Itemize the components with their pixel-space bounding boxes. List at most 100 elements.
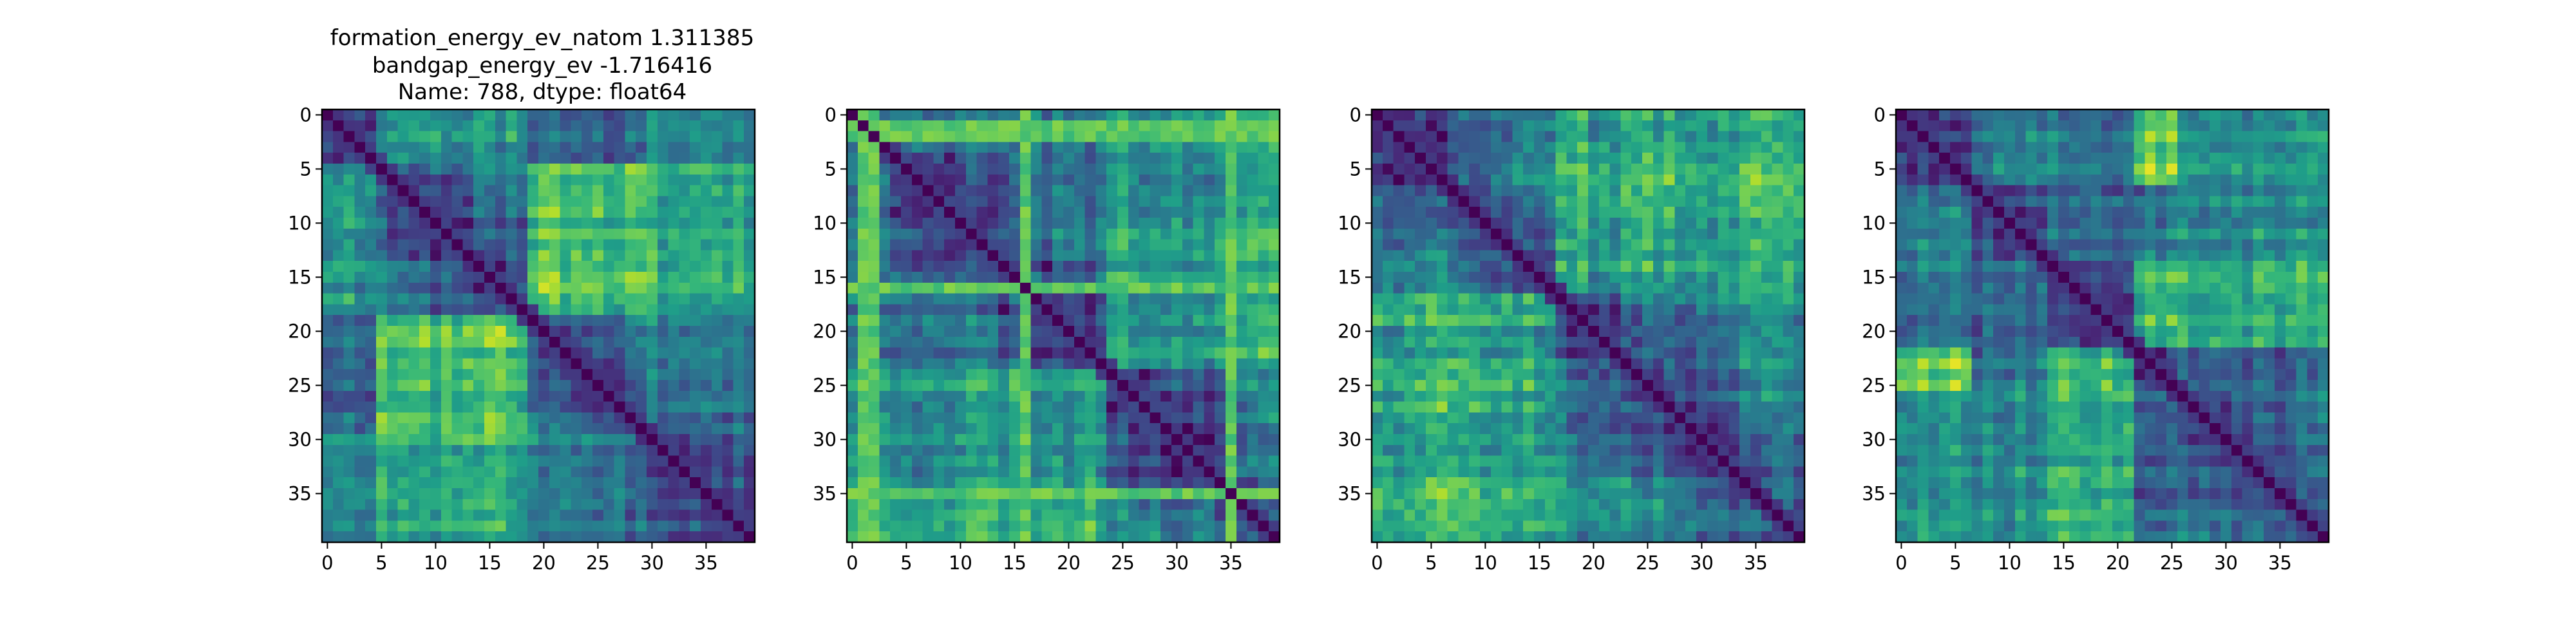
heatmap-cell <box>549 466 561 478</box>
heatmap-cell <box>998 120 1010 132</box>
heatmap-cell <box>1415 390 1426 402</box>
heatmap-cell <box>1739 412 1751 424</box>
heatmap-cell <box>944 390 956 402</box>
heatmap-cell <box>332 207 345 218</box>
heatmap-cell <box>987 239 999 251</box>
heatmap-cell <box>998 228 1010 240</box>
heatmap-cell <box>582 250 593 261</box>
heatmap-cell <box>1019 304 1032 316</box>
heatmap-cell <box>365 412 377 424</box>
heatmap-cell <box>506 455 517 467</box>
heatmap-cell <box>1718 315 1729 327</box>
heatmap-cell <box>679 109 690 121</box>
heatmap-cell <box>733 358 744 370</box>
heatmap-cell <box>879 153 891 164</box>
heatmap-cell <box>1631 109 1643 121</box>
heatmap-cell <box>1642 207 1654 218</box>
heatmap-cell <box>1544 434 1557 446</box>
heatmap-cell <box>462 174 474 186</box>
heatmap-cell <box>1030 239 1042 251</box>
heatmap-cell <box>657 282 669 294</box>
heatmap-cell <box>1490 509 1502 521</box>
heatmap-cell <box>1404 207 1416 218</box>
heatmap-cell <box>1642 531 1654 543</box>
heatmap-cell <box>1631 531 1643 543</box>
heatmap-cell <box>430 153 442 164</box>
heatmap-cell <box>1512 315 1524 327</box>
heatmap-cell <box>1447 164 1459 175</box>
heatmap-cell <box>506 434 517 446</box>
heatmap-cell <box>668 358 679 370</box>
heatmap-cell <box>690 185 701 196</box>
heatmap-cell <box>1226 455 1237 467</box>
heatmap-cell <box>668 109 679 121</box>
heatmap-cell <box>679 347 690 359</box>
heatmap-cell <box>1598 455 1611 467</box>
heatmap-cell <box>679 358 690 370</box>
heatmap-cell <box>1555 120 1567 132</box>
heatmap-cell <box>1436 423 1448 435</box>
heatmap-cell <box>582 488 593 500</box>
heatmap-cell <box>1171 412 1183 424</box>
heatmap-cell <box>386 304 399 316</box>
heatmap-cell <box>1447 336 1459 348</box>
heatmap-cell <box>890 250 902 261</box>
heatmap-cell <box>944 131 956 142</box>
heatmap-cell <box>1794 466 1805 478</box>
heatmap-cell <box>1718 196 1729 207</box>
heatmap-cell <box>1663 282 1675 294</box>
heatmap-cell <box>1382 520 1394 532</box>
heatmap-cell <box>1139 347 1150 359</box>
heatmap-cell <box>1501 531 1513 543</box>
heatmap-cell <box>582 153 593 164</box>
heatmap-cell <box>462 315 474 327</box>
heatmap-cell <box>901 412 913 424</box>
heatmap-cell <box>1761 390 1773 402</box>
heatmap-cell <box>1718 380 1729 392</box>
heatmap-cell <box>1609 282 1621 294</box>
heatmap-cell <box>879 455 891 467</box>
heatmap-cell <box>1577 326 1589 337</box>
heatmap-cell <box>690 444 701 457</box>
heatmap-cell <box>582 347 593 359</box>
heatmap-cell <box>1182 196 1194 207</box>
heatmap-cell <box>1609 153 1621 164</box>
heatmap-cell <box>1236 498 1248 511</box>
heatmap-cell <box>701 347 712 359</box>
heatmap-cell <box>1620 466 1632 478</box>
heatmap-cell <box>1415 153 1426 164</box>
heatmap-cell <box>1642 412 1654 424</box>
heatmap-cell <box>1128 218 1140 229</box>
heatmap-cell <box>1490 164 1502 175</box>
heatmap-cell <box>322 390 334 402</box>
heatmap-cell <box>1258 315 1269 327</box>
heatmap-cell <box>625 423 636 435</box>
heatmap-cell <box>1631 520 1643 532</box>
heatmap-cell <box>484 358 496 370</box>
heatmap-cell <box>1566 369 1578 381</box>
heatmap-cell <box>1555 390 1567 402</box>
heatmap-cell <box>965 455 978 467</box>
heatmap-cell <box>944 142 956 153</box>
heatmap-cell <box>668 120 679 132</box>
heatmap-cell <box>1139 261 1150 272</box>
heatmap-cell <box>1620 272 1632 283</box>
heatmap-cell <box>1794 185 1805 196</box>
heatmap-cell <box>1609 120 1621 132</box>
heatmap-cell <box>1258 477 1269 489</box>
heatmap-cell <box>857 455 869 467</box>
heatmap-cell <box>1642 380 1654 392</box>
heatmap-cell <box>1512 358 1524 370</box>
heatmap-cell <box>1642 131 1654 142</box>
heatmap-cell <box>1544 304 1557 316</box>
heatmap-cell <box>332 434 345 446</box>
heatmap-cell <box>657 218 669 229</box>
heatmap-cell <box>516 315 528 327</box>
heatmap-cell <box>744 131 755 142</box>
heatmap-cell <box>1393 304 1405 316</box>
heatmap-cell <box>1685 358 1697 370</box>
heatmap-cell <box>657 207 669 218</box>
heatmap-cell <box>1480 120 1492 132</box>
heatmap-cell <box>955 304 967 316</box>
heatmap-cell <box>1052 466 1064 478</box>
